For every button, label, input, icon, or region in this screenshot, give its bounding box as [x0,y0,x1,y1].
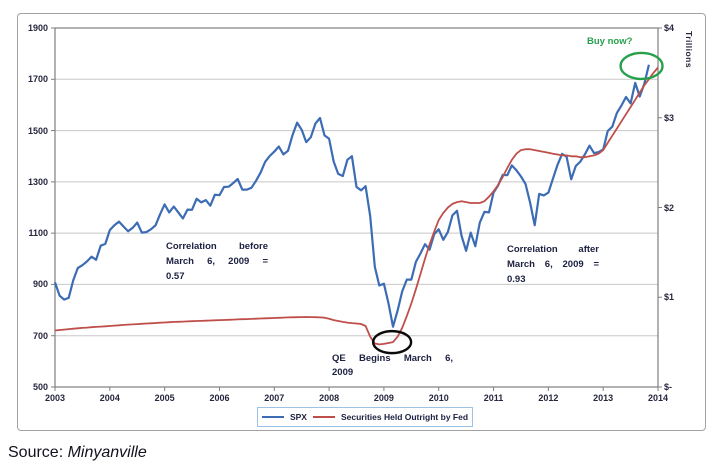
buy-now-annotation: Buy now? [587,36,633,47]
correlation-after-annotation: Correlation after March 6, 2009 = 0.93 [507,242,599,287]
annotation-line: March 6, 2009 = [507,259,599,270]
x-axis-tick-label: 2008 [319,393,340,403]
y-left-tick-label: 700 [32,330,48,341]
y-right-tick-label: $- [664,382,673,392]
y-left-tick-label: 1300 [27,176,48,187]
x-axis-tick-label: 2003 [44,393,66,403]
annotation-line: QE Begins March 6, [332,353,453,364]
qe-begins-ellipse [371,329,413,355]
y-right-tick-label: $3 [664,112,675,123]
correlation-before-annotation: Correlation before March 6, 2009 = 0.57 [166,239,268,284]
y-left-tick-label: 1500 [27,125,48,136]
annotation-line: 0.57 [166,271,185,282]
source-attribution: Source: Minyanville [8,444,147,462]
right-axis-unit-label: Trillions [684,31,694,69]
x-axis-tick-label: 2012 [538,393,559,403]
y-left-tick-label: 500 [32,382,48,392]
x-axis-tick-label: 2011 [483,393,504,403]
y-left-tick-label: 1900 [27,23,48,33]
annotation-line: Correlation after [507,244,599,255]
chart-legend: SPX Securities Held Outright by Fed [257,407,473,427]
x-axis-tick-label: 2010 [428,393,449,403]
y-left-tick-label: 1100 [28,228,48,239]
qe-begins-annotation: QE Begins March 6, 2009 [332,352,453,380]
chart-frame [17,13,706,431]
annotation-line: March 6, 2009 = [166,256,268,267]
y-left-tick-label: 900 [32,279,48,290]
fed-legend-swatch [312,416,335,418]
buy-now-ellipse [619,51,664,81]
y-right-tick-label: $4 [664,23,675,33]
y-right-tick-label: $1 [664,292,675,303]
x-axis-tick-label: 2004 [99,393,120,403]
source-name: Minyanville [67,444,147,461]
source-prefix: Source: [8,444,64,461]
x-axis-tick-label: 2013 [593,393,614,403]
y-left-tick-label: 1700 [27,74,48,85]
x-axis-tick-label: 2005 [154,393,175,403]
spx-legend-swatch [261,416,284,418]
x-axis-tick-label: 2009 [373,393,394,403]
y-right-tick-label: $2 [664,202,675,213]
spx-line [53,64,650,328]
x-axis-tick-label: 2007 [264,393,285,403]
fed-legend-label: Securities Held Outright by Fed [340,412,469,422]
plot-border [54,27,659,388]
annotation-line: 0.93 [507,274,526,285]
fed-line [54,66,659,346]
annotation-line: Correlation before [166,241,268,252]
x-axis-tick-label: 2006 [209,393,230,403]
x-axis-tick-label: 2014 [647,393,669,403]
annotation-line: 2009 [332,367,354,378]
spx-legend-label: SPX [289,412,307,422]
